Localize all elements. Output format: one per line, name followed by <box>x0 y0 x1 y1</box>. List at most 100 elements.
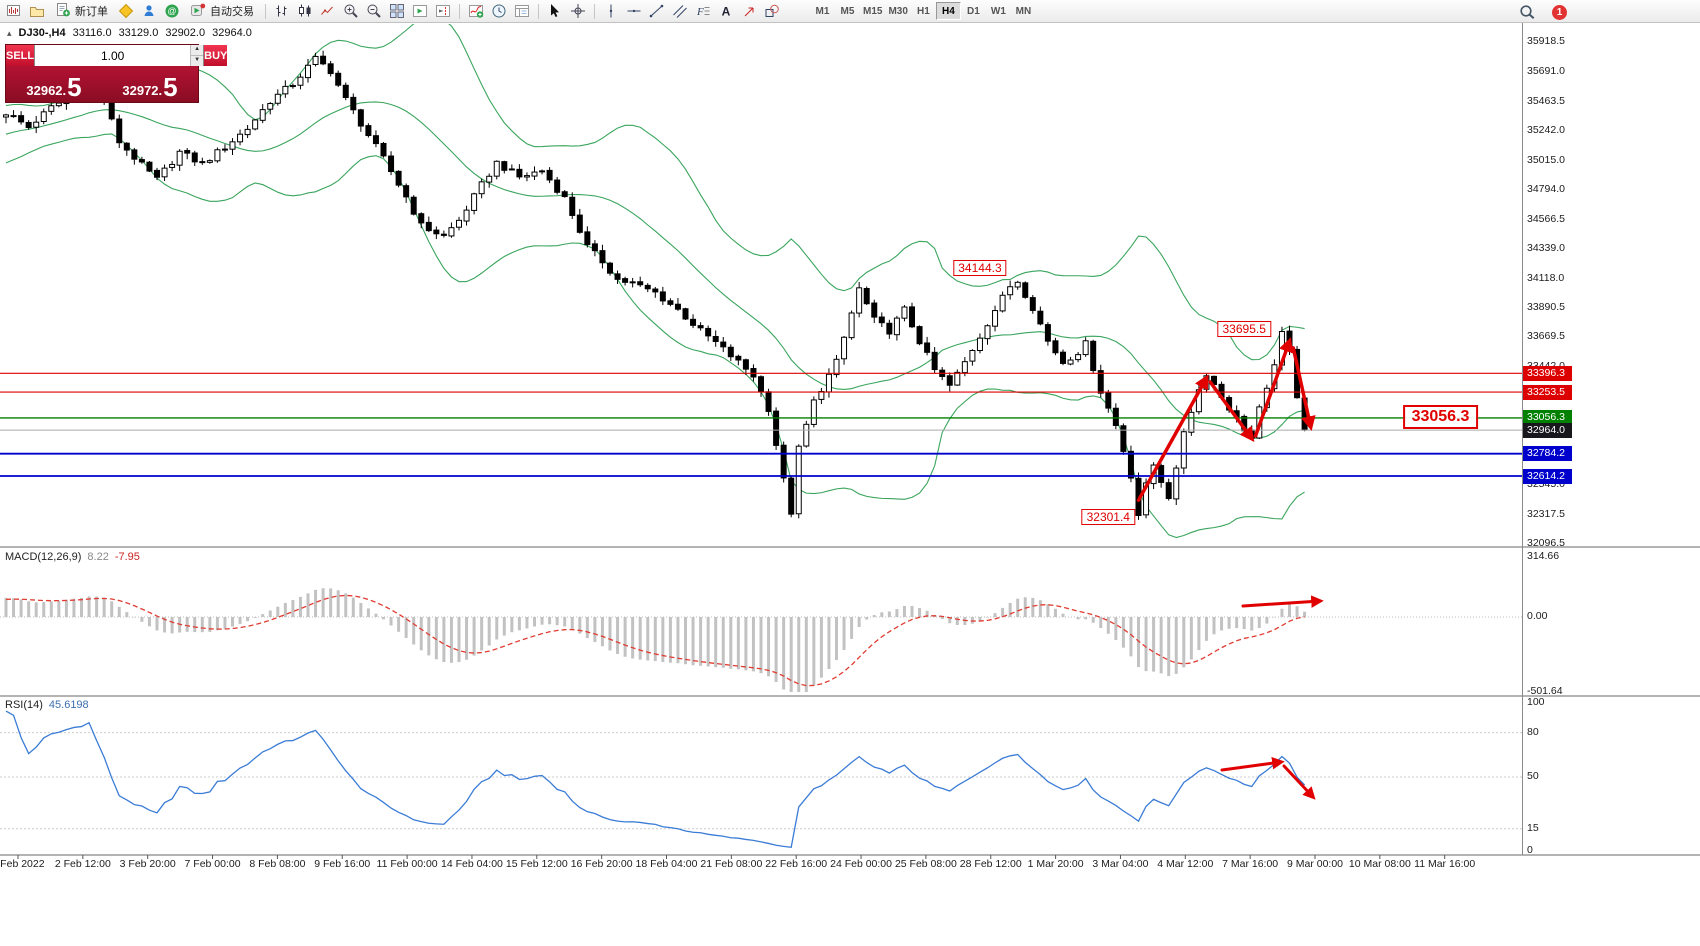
metaeditor-icon[interactable] <box>115 1 137 21</box>
price-axis-tick: 33890.5 <box>1527 301 1565 314</box>
vertical-line-icon[interactable] <box>600 1 622 21</box>
zoom-out-icon[interactable] <box>363 1 385 21</box>
bar-high: 33129.0 <box>118 27 159 39</box>
rsi-axis-tick: 0 <box>1527 844 1533 856</box>
tile-windows-icon[interactable] <box>386 1 408 21</box>
price-annotation-label[interactable]: 34144.3 <box>953 259 1007 276</box>
rsi-axis-tick: 100 <box>1527 696 1545 708</box>
time-axis-label: 3 Mar 04:00 <box>1092 858 1149 870</box>
volume-down-button[interactable]: ▼ <box>191 55 204 66</box>
templates-icon[interactable] <box>511 1 533 21</box>
auto-scroll-icon[interactable] <box>409 1 431 21</box>
buy-button[interactable]: BUY <box>204 45 228 66</box>
horizontal-line-icon[interactable] <box>623 1 645 21</box>
horizontal-lines[interactable] <box>0 372 1522 477</box>
new-chart-icon[interactable] <box>3 1 25 21</box>
new-order-label: 新订单 <box>75 6 108 18</box>
symbol-name: DJ30-,H4 <box>18 27 66 39</box>
timeframe-d1[interactable]: D1 <box>967 5 980 17</box>
timeframe-h4[interactable]: H4 <box>935 2 961 20</box>
one-click-trading-panel: SELL ▲ ▼ BUY 32962. 5 32972. 5 <box>5 44 228 103</box>
arrow-draw-icon[interactable] <box>738 1 760 21</box>
bar-chart-icon[interactable] <box>271 1 293 21</box>
panel-chrome <box>0 23 1700 859</box>
macd-name: MACD(12,26,9) <box>5 551 82 563</box>
autotrading-button[interactable]: 自动交易 <box>184 1 260 21</box>
rsi-axis-tick: 15 <box>1527 821 1539 834</box>
symbol-info: ▴ DJ30-,H4 33116.0 33129.0 32902.0 32964… <box>7 27 252 39</box>
community-icon[interactable]: @ <box>161 1 183 21</box>
new-order-button[interactable]: 新订单 <box>49 1 114 21</box>
bar-close: 32964.0 <box>212 27 252 39</box>
volume-input[interactable] <box>35 45 191 66</box>
text-icon[interactable]: A <box>715 1 737 21</box>
toolbar-separator <box>594 3 595 19</box>
svg-text:F: F <box>696 6 704 18</box>
macd-label: MACD(12,26,9) 8.22 -7.95 <box>5 551 140 563</box>
search-icon[interactable] <box>1516 2 1538 22</box>
timeframe-m1[interactable]: M1 <box>815 5 830 17</box>
macd-axis-tick: -501.64 <box>1527 685 1563 697</box>
bar-low: 32902.0 <box>165 27 206 39</box>
timeframe-mn[interactable]: MN <box>1015 5 1032 17</box>
timeframe-m15[interactable]: M15 <box>863 5 883 17</box>
price-badge: 33253.5 <box>1523 384 1572 400</box>
crosshair-icon[interactable] <box>567 1 589 21</box>
indicators-icon[interactable] <box>465 1 487 21</box>
time-axis-label: 21 Feb 08:00 <box>700 858 763 870</box>
price-axis-tick: 35015.0 <box>1527 153 1565 166</box>
toolbar-separator <box>538 3 539 19</box>
price-annotation-label[interactable]: 33695.5 <box>1217 320 1271 337</box>
price-axis-tick: 35242.0 <box>1527 123 1565 136</box>
new-order-icon <box>55 2 71 21</box>
volume-up-button[interactable]: ▲ <box>191 45 204 55</box>
cursor-icon[interactable] <box>544 1 566 21</box>
channel-icon[interactable] <box>669 1 691 21</box>
buy-price-pips: 5 <box>163 72 178 102</box>
buy-price[interactable]: 32972. 5 <box>102 66 198 102</box>
price-axis-tick: 35463.5 <box>1527 94 1565 107</box>
shapes-icon[interactable] <box>761 1 783 21</box>
rsi-value: 45.6198 <box>48 699 89 711</box>
periods-icon[interactable] <box>488 1 510 21</box>
main-toolbar: 新订单 @ 自动交易 F A M1 <box>0 0 1700 23</box>
one-click-toggle-icon[interactable]: ▴ <box>7 27 12 38</box>
line-chart-icon[interactable] <box>317 1 339 21</box>
price-axis-tick: 34339.0 <box>1527 242 1565 255</box>
trend-arrows[interactable] <box>1136 337 1324 800</box>
time-axis-label: 3 Feb 20:00 <box>119 858 176 870</box>
timeframe-m30[interactable]: M30 <box>888 5 908 17</box>
timeframe-h1[interactable]: H1 <box>917 5 930 17</box>
price-axis-tick: 32096.5 <box>1527 537 1565 550</box>
macd-panel <box>0 588 1522 692</box>
price-annotation-label[interactable]: 32301.4 <box>1081 509 1135 526</box>
time-axis-label: 24 Feb 00:00 <box>830 858 892 870</box>
candles <box>3 50 1308 520</box>
zoom-in-icon[interactable] <box>340 1 362 21</box>
time-axis-label: 7 Feb 00:00 <box>184 858 241 870</box>
price-annotation-label[interactable]: 33056.3 <box>1402 404 1479 429</box>
svg-text:@: @ <box>167 6 176 16</box>
timeframe-w1[interactable]: W1 <box>990 5 1006 17</box>
sell-button[interactable]: SELL <box>6 45 35 66</box>
candlestick-chart-icon[interactable] <box>294 1 316 21</box>
price-axis-tick: 35918.5 <box>1527 35 1565 47</box>
sell-price-main: 32962. <box>26 83 67 98</box>
market-watch-icon[interactable] <box>138 1 160 21</box>
timeframe-m5[interactable]: M5 <box>840 5 855 17</box>
price-badge: 32784.2 <box>1523 446 1572 462</box>
svg-text:A: A <box>722 5 731 19</box>
chart-shift-icon[interactable] <box>432 1 454 21</box>
fibonacci-icon[interactable]: F <box>692 1 714 21</box>
buy-price-main: 32972. <box>122 83 163 98</box>
profiles-icon[interactable] <box>26 1 48 21</box>
time-axis-label: 28 Feb 12:00 <box>959 858 1022 870</box>
volume-field: ▲ ▼ <box>34 45 205 66</box>
trendline-icon[interactable] <box>646 1 668 21</box>
sell-price[interactable]: 32962. 5 <box>6 66 102 102</box>
time-axis-label: 16 Feb 20:00 <box>570 858 633 870</box>
notification-badge[interactable]: 1 <box>1552 4 1567 20</box>
macd-signal-value: -7.95 <box>114 551 140 563</box>
autotrading-label: 自动交易 <box>210 6 254 18</box>
